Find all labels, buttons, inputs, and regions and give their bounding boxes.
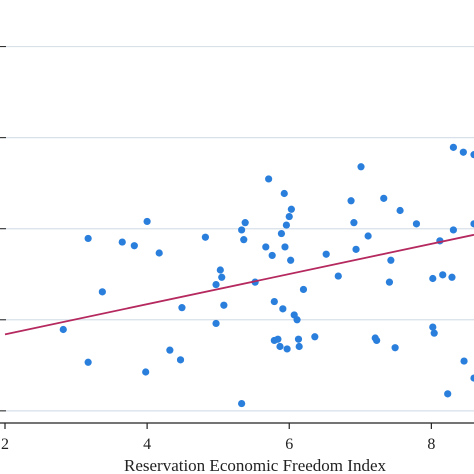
data-point — [396, 206, 404, 215]
data-point — [295, 342, 303, 351]
data-point — [385, 278, 394, 286]
data-point — [274, 335, 282, 343]
x-tick-labels: 2 4 6 8 — [1, 436, 435, 453]
data-point — [155, 249, 163, 257]
data-point — [387, 256, 395, 264]
data-point — [287, 256, 295, 264]
data-point — [444, 390, 452, 398]
data-point — [277, 229, 286, 238]
data-point — [270, 297, 278, 306]
x-tick-label: 8 — [427, 436, 435, 453]
data-points — [59, 143, 474, 408]
data-point — [322, 250, 330, 258]
data-point — [281, 243, 289, 251]
data-point — [350, 219, 358, 227]
data-point — [218, 273, 226, 281]
data-point — [166, 346, 174, 354]
data-point — [429, 323, 437, 331]
data-point — [285, 212, 293, 221]
data-point — [201, 233, 209, 241]
data-point — [178, 304, 186, 312]
data-point — [334, 272, 342, 280]
data-point — [240, 236, 248, 244]
data-point — [59, 325, 67, 334]
data-point — [294, 335, 303, 343]
data-point — [459, 148, 467, 156]
data-point — [265, 175, 273, 183]
data-point — [282, 221, 290, 229]
fit-line — [4, 233, 474, 336]
data-point — [357, 163, 365, 171]
data-point — [412, 220, 421, 228]
x-tick-label: 2 — [1, 436, 9, 453]
data-point — [212, 280, 220, 289]
data-point — [238, 226, 246, 234]
data-point — [143, 217, 151, 226]
data-point — [283, 345, 291, 353]
data-point — [448, 273, 456, 281]
data-point — [439, 271, 447, 279]
data-point — [430, 329, 438, 337]
data-point — [220, 301, 228, 309]
data-point — [364, 232, 372, 240]
data-point — [84, 358, 92, 366]
data-point — [352, 245, 360, 253]
data-point — [470, 374, 474, 382]
data-point — [470, 220, 474, 228]
data-point — [262, 243, 270, 251]
data-point — [449, 143, 457, 151]
data-point — [241, 219, 249, 227]
data-point — [380, 194, 388, 202]
data-point — [287, 205, 295, 213]
gridlines — [0, 45, 474, 412]
x-axis — [0, 422, 474, 429]
x-tick-label: 4 — [143, 436, 151, 453]
data-point — [293, 316, 301, 324]
data-point — [460, 357, 468, 365]
x-tick-label: 6 — [285, 436, 293, 453]
data-point — [391, 344, 399, 352]
data-point — [299, 285, 308, 294]
data-point — [98, 288, 106, 296]
data-point — [118, 238, 126, 246]
data-point — [84, 234, 92, 243]
data-point — [212, 319, 220, 328]
data-point — [142, 368, 150, 376]
data-point — [373, 336, 381, 345]
data-point — [280, 189, 288, 198]
data-point — [311, 333, 319, 341]
fit-line-group — [4, 233, 474, 336]
data-point — [176, 356, 185, 364]
data-point — [276, 342, 284, 351]
data-point — [470, 151, 474, 159]
data-point — [279, 305, 287, 313]
data-point — [347, 197, 355, 205]
data-point — [449, 226, 457, 234]
data-point — [429, 274, 437, 283]
data-point — [216, 266, 224, 274]
data-point — [130, 242, 138, 250]
data-point — [268, 251, 276, 260]
x-axis-title: Reservation Economic Freedom Index — [124, 456, 387, 474]
data-point — [238, 399, 246, 408]
